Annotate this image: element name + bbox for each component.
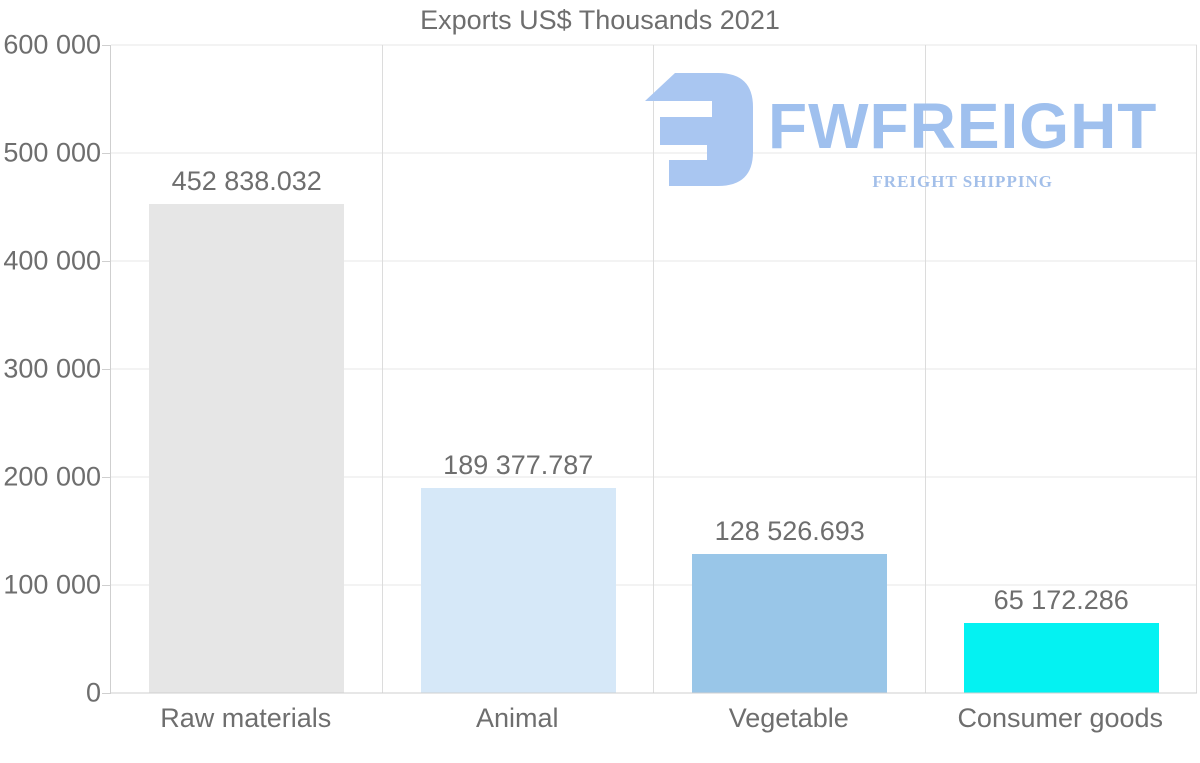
logo-tagline: FREIGHT SHIPPING (872, 172, 1053, 191)
x-tick-label-animal: Animal (475, 703, 559, 733)
fwfreight-logo-icon (645, 73, 753, 192)
horizontal-gridline (111, 368, 1197, 370)
x-tick-label-vegetable: Vegetable (728, 703, 849, 733)
x-tick-label-consumer-goods: Consumer goods (957, 703, 1164, 733)
y-tick-mark (102, 477, 111, 478)
y-tick-label: 200 000 (3, 461, 101, 492)
logo-name: FWFREIGHT (768, 90, 1158, 162)
bar-value-label: 452 838.032 (171, 165, 322, 196)
fwfreight-logo: FWFREIGHT FREIGHT SHIPPING (645, 73, 1157, 192)
y-tick-mark (102, 261, 111, 262)
vertical-gridline (1196, 45, 1197, 693)
bar-value-label: 65 172.286 (993, 584, 1129, 615)
vertical-gridline (381, 45, 383, 693)
x-axis: Raw materials Animal Vegetable Consumer … (110, 703, 1196, 734)
horizontal-gridline (111, 584, 1197, 586)
bar-group-raw-materials: 452 838.032 (111, 45, 383, 693)
vertical-gridline (924, 45, 926, 693)
y-tick-label: 100 000 (3, 569, 101, 600)
y-tick-mark (102, 153, 111, 154)
horizontal-gridline (111, 44, 1197, 46)
y-tick-label: 600 000 (3, 29, 101, 60)
horizontal-gridline (111, 476, 1197, 478)
bars: 452 838.032 189 377.787 128 526.693 65 1… (111, 45, 1197, 693)
bar-group-animal: 189 377.787 (383, 45, 655, 693)
bar-animal[interactable] (420, 488, 616, 693)
horizontal-gridline (111, 152, 1197, 154)
bar-consumer-goods[interactable] (963, 622, 1159, 693)
chart-title: Exports US$ Thousands 2021 (420, 5, 780, 35)
y-tick-label: 0 (85, 677, 101, 708)
bar-value-label: 189 377.787 (443, 450, 594, 481)
horizontal-gridline (111, 692, 1197, 694)
y-tick-mark (102, 585, 111, 586)
y-tick-label: 500 000 (3, 137, 101, 168)
x-tick-label-raw-materials: Raw materials (160, 703, 332, 733)
plot-area: 452 838.032 189 377.787 128 526.693 65 1… (102, 44, 1197, 694)
y-axis: 600 000 500 000 400 000 300 000 200 000 100 0… (0, 30, 101, 708)
y-tick-label: 400 000 (3, 245, 101, 276)
vertical-gridline (653, 45, 654, 693)
bar-vegetable[interactable] (692, 554, 888, 693)
bar-raw-materials[interactable] (149, 203, 345, 693)
y-tick-mark (102, 693, 111, 694)
y-tick-label: 300 000 (3, 353, 101, 384)
horizontal-gridline (111, 260, 1197, 262)
y-tick-mark (102, 369, 111, 370)
y-tick-mark (102, 45, 111, 46)
bar-group-vegetable: 128 526.693 (654, 45, 926, 693)
bar-group-consumer-goods: 65 172.286 (926, 45, 1198, 693)
bar-value-label: 128 526.693 (714, 516, 865, 547)
logo-text-block: FWFREIGHT FREIGHT SHIPPING (768, 73, 1157, 192)
